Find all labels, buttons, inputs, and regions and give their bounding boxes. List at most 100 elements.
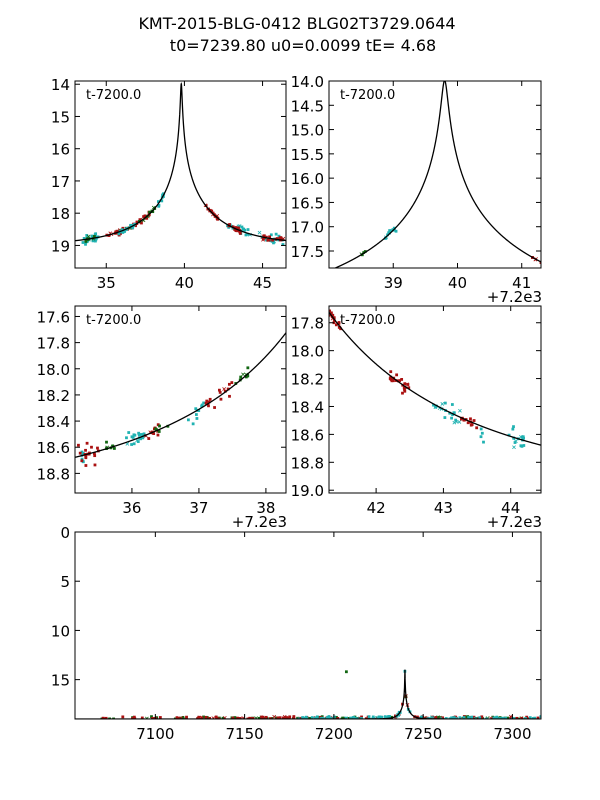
x-tick-label: 38 (256, 499, 275, 517)
data-point-green (150, 715, 153, 719)
data-point-red (272, 714, 277, 719)
data-point-green (154, 427, 158, 431)
data-point-red (84, 448, 87, 452)
data-point-red (469, 417, 472, 421)
panel-inset-label: t-7200.0 (340, 88, 395, 103)
data-point-red (466, 421, 470, 425)
data-point-cyan (91, 239, 95, 242)
data-point-red (93, 454, 97, 458)
x-tick-label: 39 (384, 274, 403, 292)
data-point-red (261, 237, 265, 241)
data-point-red (237, 226, 240, 230)
data-point-cyan (329, 716, 332, 719)
data-point-cyan (448, 411, 452, 415)
data-point-cyan (313, 716, 317, 719)
y-tick-label: 18.0 (291, 343, 324, 361)
x-tick-label: 7100 (136, 725, 174, 743)
panel-frame (328, 80, 542, 269)
y-tick-label: 18.8 (291, 454, 324, 472)
data-point-red (151, 717, 154, 719)
data-point-cyan (383, 715, 387, 719)
data-point-cyan (539, 715, 541, 718)
data-point-green (181, 716, 185, 719)
x-tick-label: 7150 (226, 725, 264, 743)
y-tick-label: 18.4 (37, 413, 70, 431)
data-point-cyan (392, 226, 396, 230)
data-point-green (221, 716, 225, 719)
y-tick-label: 18 (51, 205, 70, 223)
panel-plot-area (329, 309, 541, 450)
data-point-red (282, 714, 287, 719)
data-point-cyan (246, 232, 250, 236)
data-point-green (270, 717, 274, 719)
data-point-red (158, 716, 162, 719)
data-point-red (156, 433, 160, 437)
data-point-red (207, 404, 210, 408)
data-point-cyan (512, 717, 516, 719)
data-point-cyan (443, 416, 447, 419)
y-tick-label: 16.5 (291, 194, 324, 212)
data-point-cyan (301, 716, 305, 719)
y-tick-label: 0 (60, 524, 70, 542)
data-point-cyan (123, 230, 126, 233)
data-point-green (178, 717, 182, 719)
y-tick-label: 18.0 (37, 361, 70, 379)
data-point-cyan (533, 716, 537, 719)
data-point-cyan (511, 427, 515, 431)
data-point-cyan (430, 716, 435, 719)
data-point-red (268, 235, 272, 239)
data-point-cyan (125, 436, 128, 440)
data-point-cyan (450, 716, 454, 719)
y-tick-label: 10 (51, 622, 70, 640)
data-point-red (135, 220, 139, 224)
data-point-red (389, 370, 393, 374)
data-point-cyan (387, 231, 391, 235)
data-point-cyan (200, 403, 204, 407)
data-point-red (525, 715, 529, 719)
data-point-red (176, 716, 180, 719)
data-point-cyan (377, 715, 381, 719)
data-point-cyan (272, 241, 275, 245)
data-point-red (403, 386, 407, 390)
data-point-red (204, 715, 208, 719)
y-tick-label: 17.8 (37, 335, 70, 353)
data-point-cyan (240, 225, 244, 229)
data-point-red (238, 231, 242, 235)
data-point-cyan (81, 452, 85, 455)
data-point-red (276, 716, 280, 719)
data-point-cyan (186, 418, 190, 422)
data-point-cyan (492, 716, 496, 719)
data-point-red (85, 441, 89, 445)
data-point-red (268, 717, 272, 719)
x-tick-label: 40 (448, 274, 467, 292)
data-point-red (93, 452, 96, 455)
data-point-cyan (451, 413, 454, 416)
data-point-cyan (227, 225, 231, 229)
data-point-red (330, 311, 333, 315)
data-point-red (334, 323, 338, 327)
y-tick-label: 16 (51, 141, 70, 159)
data-point-cyan (304, 715, 308, 719)
figure-title-line2: t0=7239.80 u0=0.0099 tE= 4.68 (170, 36, 436, 55)
y-tick-label: 18.8 (37, 465, 70, 483)
data-point-cyan (528, 716, 532, 719)
data-point-cyan (82, 237, 86, 240)
x-offset-label: +7.2e3 (232, 513, 287, 531)
data-point-cyan (392, 228, 396, 232)
data-point-red (142, 215, 146, 218)
y-tick-label: 17.6 (37, 308, 70, 326)
y-tick-label: 17 (51, 173, 70, 191)
data-point-cyan (458, 408, 462, 413)
data-point-green (239, 375, 243, 379)
data-point-red (77, 443, 80, 447)
data-point-cyan (480, 431, 484, 435)
y-tick-label: 19.0 (291, 482, 324, 500)
data-point-green (233, 716, 237, 719)
data-point-red (211, 716, 216, 719)
panel-p1: 35 40 45 14 15 16 17 18 19 t-7200.0 (51, 76, 287, 292)
data-point-cyan (391, 228, 395, 231)
data-point-cyan (501, 716, 505, 719)
data-point-cyan (522, 436, 525, 440)
data-point-red (140, 221, 143, 225)
data-point-red (204, 401, 208, 405)
